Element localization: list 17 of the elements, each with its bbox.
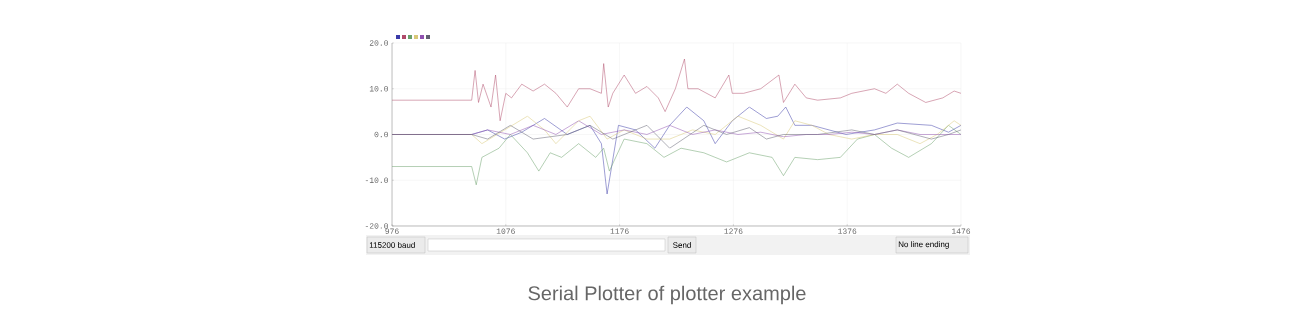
y-tick-label: 10.0 <box>369 86 388 92</box>
y-tick-label: 0.0 <box>374 131 388 138</box>
text: Serial Plotter of plotter example <box>528 285 806 305</box>
text: 115200 baud <box>369 242 415 248</box>
x-tick-label: 1476 <box>951 228 971 234</box>
line-series <box>392 125 961 186</box>
text: Send <box>673 242 691 248</box>
y-tick-label: -20.0 <box>365 223 388 229</box>
text: No line ending <box>898 241 949 249</box>
y-tick-label: 20.0 <box>369 40 388 46</box>
x-tick-label: 976 <box>385 228 399 234</box>
x-tick-label: 1276 <box>724 228 743 234</box>
y-tick-label: -10.0 <box>365 177 388 183</box>
x-tick-label: 1176 <box>610 228 629 234</box>
x-tick-label: 1076 <box>496 228 515 234</box>
x-tick-label: 1376 <box>838 228 857 234</box>
line-series <box>392 58 961 122</box>
